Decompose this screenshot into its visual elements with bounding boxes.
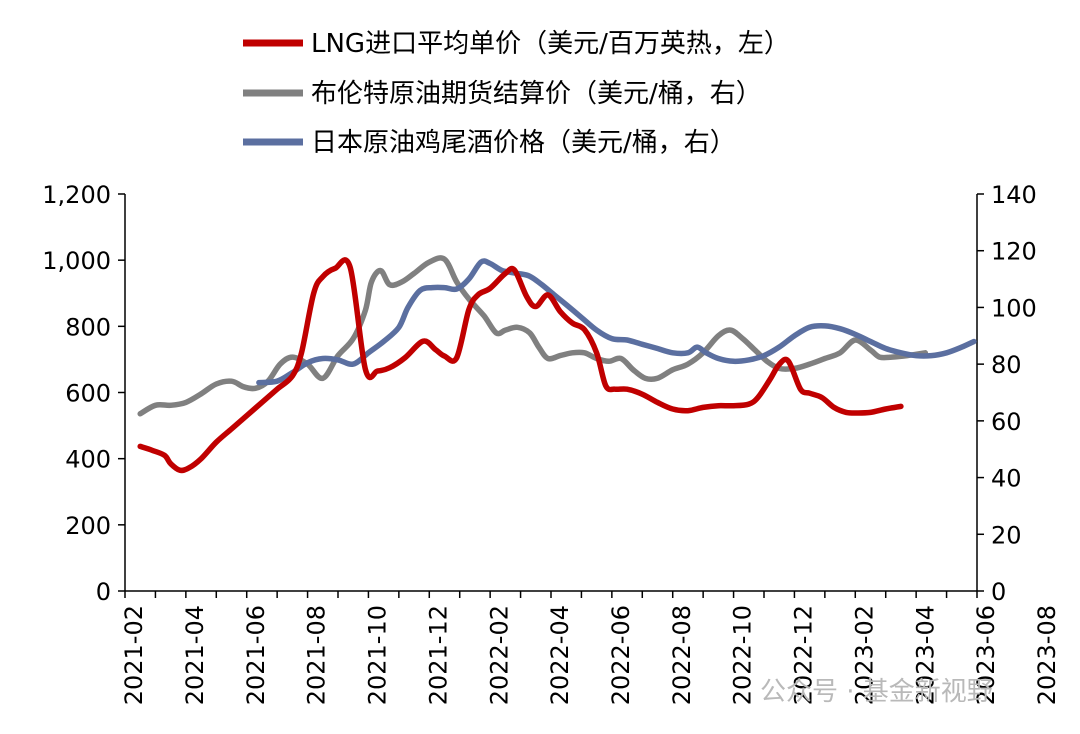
right-axis-ticks: 0 20 40 60 80 100 120 140 <box>977 181 1037 606</box>
x-tick-label: 2022-08 <box>668 605 696 705</box>
x-tick-label: 2021-10 <box>364 605 392 705</box>
legend-item-brent: 布伦特原油期货结算价（美元/桶，右） <box>243 79 762 109</box>
left-tick-label: 400 <box>65 446 111 474</box>
x-axis-ticks: 2021-02 2021-04 2021-06 2021-08 2021-10 2021-… <box>120 591 1061 705</box>
legend-label-jcc: 日本原油鸡尾酒价格（美元/桶，右） <box>311 128 736 158</box>
series-line-lng <box>137 257 904 474</box>
legend-item-jcc: 日本原油鸡尾酒价格（美元/桶，右） <box>243 128 736 158</box>
left-tick-label: 800 <box>65 313 111 341</box>
left-tick-label: 600 <box>65 380 111 408</box>
right-tick-label: 100 <box>991 294 1037 322</box>
x-tick-label: 2022-02 <box>485 605 513 705</box>
x-tick-label: 2022-04 <box>546 605 574 705</box>
right-tick-label: 140 <box>991 181 1037 209</box>
right-tick-label: 0 <box>991 578 1006 606</box>
x-tick-label: 2023-04 <box>911 605 939 705</box>
right-tick-label: 80 <box>991 351 1022 379</box>
left-tick-label: 0 <box>96 578 111 606</box>
left-axis-ticks: 0 200 400 600 800 1,000 1,200 <box>42 181 125 606</box>
x-tick-label: 2021-08 <box>303 605 331 705</box>
x-tick-label: 2021-12 <box>424 605 452 705</box>
right-tick-label: 60 <box>991 408 1022 436</box>
left-tick-label: 1,200 <box>42 181 111 209</box>
left-tick-label: 200 <box>65 512 111 540</box>
watermark: 公众号 · 基金新视野 <box>760 677 993 707</box>
right-tick-label: 120 <box>991 238 1037 266</box>
x-tick-label: 2021-04 <box>181 605 209 705</box>
x-tick-label: 2022-06 <box>607 605 635 705</box>
left-tick-label: 1,000 <box>42 247 111 275</box>
right-tick-label: 40 <box>991 465 1022 493</box>
series-layer <box>137 255 977 474</box>
x-tick-label: 2022-12 <box>790 605 818 705</box>
legend-label-lng: LNG进口平均单价（美元/百万英热，左） <box>311 29 790 59</box>
x-tick-label: 2023-02 <box>850 605 878 705</box>
legend: LNG进口平均单价（美元/百万英热，左） 布伦特原油期货结算价（美元/桶，右） … <box>243 29 790 158</box>
right-tick-label: 20 <box>991 521 1022 549</box>
x-tick-label: 2023-06 <box>972 605 1000 705</box>
x-tick-label: 2021-06 <box>242 605 270 705</box>
x-tick-label: 2022-10 <box>729 605 757 705</box>
x-tick-label: 2023-08 <box>1033 605 1061 705</box>
series-line-jcc <box>256 258 977 386</box>
legend-label-brent: 布伦特原油期货结算价（美元/桶，右） <box>311 79 762 109</box>
legend-item-lng: LNG进口平均单价（美元/百万英热，左） <box>243 29 790 59</box>
x-tick-label: 2021-02 <box>120 605 148 705</box>
